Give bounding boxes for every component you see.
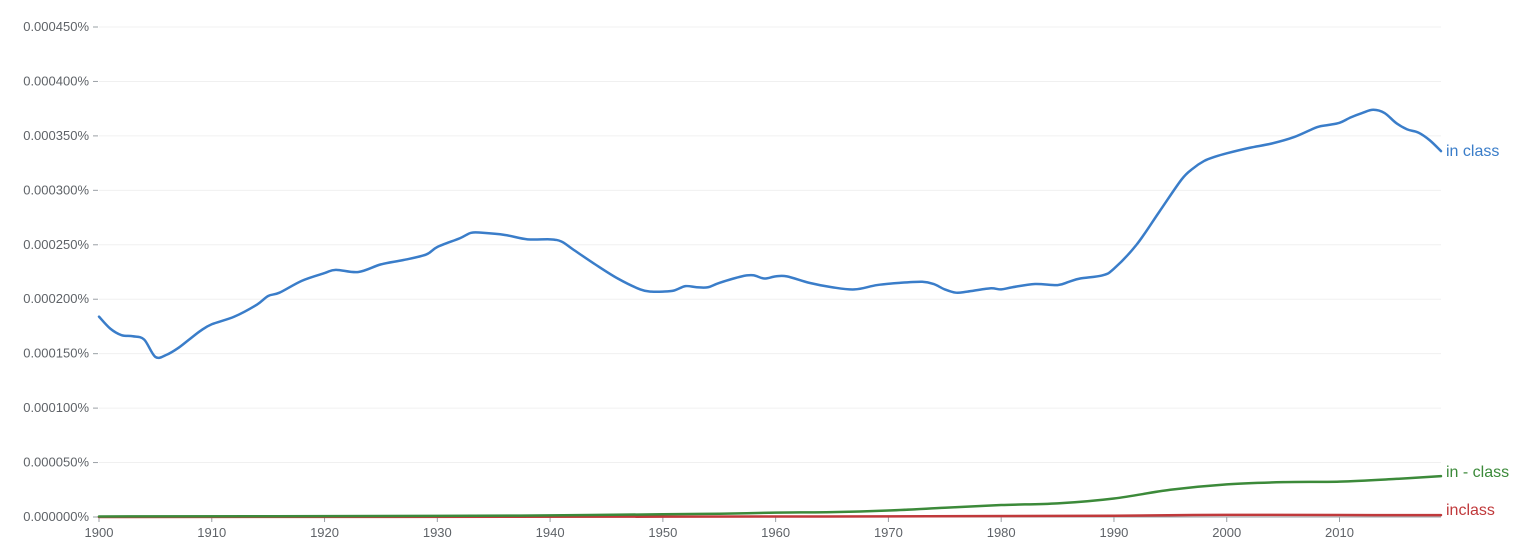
y-tick-label: 0.000300% (23, 182, 89, 197)
y-tick-label: 0.000450% (23, 19, 89, 34)
y-tick-label: 0.000200% (23, 291, 89, 306)
x-tick-label: 1960 (761, 525, 790, 540)
y-tick-label: 0.000350% (23, 128, 89, 143)
x-tick-label: 1920 (310, 525, 339, 540)
series-lines (97, 108, 1443, 519)
series-label-in-class: in class (1446, 143, 1499, 160)
series-labels: in class in - class inclass (1446, 143, 1509, 519)
x-tick-label: 1980 (987, 525, 1016, 540)
x-tick-label: 1990 (1099, 525, 1128, 540)
series-label-in-dash-class: in - class (1446, 464, 1509, 481)
x-tick-label: 2000 (1212, 525, 1241, 540)
x-tick-label: 1910 (197, 525, 226, 540)
y-tick-label: 0.000100% (23, 400, 89, 415)
y-tick-label: 0.000400% (23, 73, 89, 88)
y-tick-label: 0.000250% (23, 237, 89, 252)
x-tick-label: 1940 (536, 525, 565, 540)
x-tick-label: 1950 (648, 525, 677, 540)
x-tick-label: 1900 (85, 525, 114, 540)
series-line-in-dash-class (97, 474, 1443, 518)
y-tick-label: 0.000050% (23, 455, 89, 470)
gridlines (99, 26, 1441, 464)
series-label-inclass: inclass (1446, 502, 1495, 519)
series-line-in-class (97, 108, 1443, 360)
y-tick-label: 0.000150% (23, 346, 89, 361)
axes: 0.000000% 0.000050% 0.000100% 0.000150% 0.00… (23, 19, 1441, 540)
x-tick-label: 1970 (874, 525, 903, 540)
x-tick-label: 1930 (423, 525, 452, 540)
y-tick-label: 0.000000% (23, 509, 89, 524)
x-tick-label: 2010 (1325, 525, 1354, 540)
